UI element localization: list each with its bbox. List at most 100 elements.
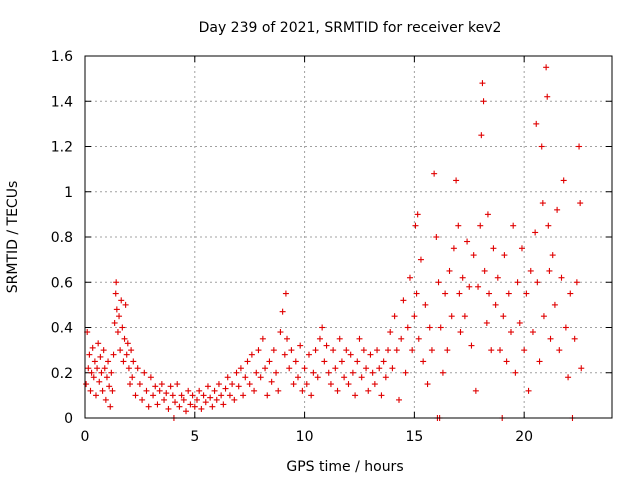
data-point [532,229,539,236]
data-point [183,408,190,415]
data-point [448,313,455,320]
y-tick-label: 1.4 [51,94,73,110]
data-point [565,374,572,381]
data-point [292,358,299,365]
data-point [124,340,131,347]
data-point [413,290,420,297]
data-point [486,290,493,297]
data-point [435,279,442,286]
data-point [95,340,102,347]
data-point [536,358,543,365]
data-point [294,374,301,381]
data-point [411,313,418,320]
data-point [226,392,233,399]
data-point [544,93,551,100]
data-point [215,381,222,388]
data-point [86,351,93,358]
data-point [235,383,242,390]
data-point [402,369,409,376]
data-point [108,369,115,376]
data-point [305,351,312,358]
data-point [277,329,284,336]
data-point [478,132,485,139]
data-point [354,358,361,365]
data-point [332,365,339,372]
data-point [266,358,273,365]
data-point [310,369,317,376]
data-point [551,301,558,308]
data-point [382,374,389,381]
data-point [578,365,585,372]
data-points [83,64,585,421]
data-point [446,267,453,274]
data-point [279,308,286,315]
y-tick-label: 1.6 [51,49,73,65]
data-point [417,256,424,263]
data-point [319,324,326,331]
data-point [437,324,444,331]
data-point [117,347,124,354]
data-point [92,392,99,399]
chart-title: Day 239 of 2021, SRMTID for receiver kev… [199,20,502,36]
data-point [150,392,157,399]
data-point [481,267,488,274]
data-point [543,64,550,71]
data-point [347,351,354,358]
data-point [420,358,427,365]
data-point [83,381,90,388]
data-point [224,374,231,381]
data-point [345,381,352,388]
data-point [426,324,433,331]
data-point [158,381,165,388]
data-point [113,279,120,286]
data-point [573,279,580,286]
data-point [231,396,238,403]
data-point [391,313,398,320]
data-point [134,365,141,372]
data-point [240,392,247,399]
data-point [163,390,170,397]
data-point [549,252,556,259]
data-point [89,344,96,351]
data-point [444,347,451,354]
data-point [479,80,486,87]
data-point [571,335,578,342]
data-point [330,347,337,354]
data-point [178,392,185,399]
data-point [129,374,136,381]
data-point [96,378,103,385]
data-point [102,396,109,403]
data-point [314,374,321,381]
data-point [468,342,475,349]
data-point [360,347,367,354]
data-point [94,365,101,372]
data-point [480,98,487,105]
data-point [431,170,438,177]
data-point [404,324,411,331]
data-point [255,347,262,354]
data-point [303,381,310,388]
data-point [141,369,148,376]
data-point [172,399,179,406]
data-point [220,401,227,408]
data-point [525,387,532,394]
data-point [233,369,240,376]
data-point [414,211,421,218]
data-point [143,387,150,394]
data-point [299,387,306,394]
data-point [343,347,350,354]
data-point [185,387,192,394]
data-point [268,378,275,385]
data-point [207,394,214,401]
data-point [334,387,341,394]
data-point [376,365,383,372]
data-point [116,313,123,320]
y-tick-label: 1.2 [51,140,73,156]
data-point [90,374,97,381]
data-point [488,347,495,354]
x-axis-label: GPS time / hours [286,459,403,475]
data-point [176,403,183,410]
data-point [412,222,419,229]
x-tick-label: 5 [190,429,199,445]
